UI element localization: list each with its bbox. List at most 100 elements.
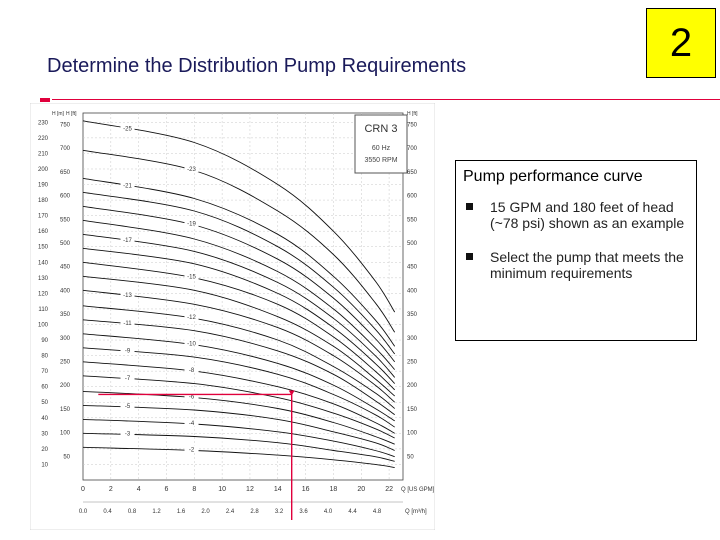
curve-stage-21 (82, 177, 396, 347)
curve-label: -19 (187, 221, 196, 227)
x-axis-tick: 18 (330, 486, 338, 493)
curve-stage-8 (82, 361, 395, 434)
curve-stage-11 (82, 319, 395, 416)
model-frequency: 60 Hz (372, 145, 391, 152)
curve-label-bg (120, 319, 135, 327)
curve-label: -5 (125, 404, 131, 410)
left-axis-m-tick: 110 (38, 307, 48, 313)
right-axis-ft-tick: 350 (407, 312, 418, 318)
x2-axis-tick: 3.6 (299, 509, 308, 515)
curve-stage-2 (82, 446, 395, 469)
left-axis-ft-tick: 700 (60, 146, 71, 152)
x-axis-tick: 0 (81, 486, 85, 493)
callout-box: Pump performance curve 15 GPM and 180 fe… (455, 160, 697, 341)
curve-label: -8 (189, 368, 195, 374)
curve-label: -4 (189, 421, 195, 427)
left-axis-m-tick: 20 (41, 447, 48, 453)
curve-label: -12 (187, 315, 196, 321)
x-axis-tick: 2 (109, 486, 113, 493)
curve-label-bg (120, 124, 135, 132)
x-axis-tick: 4 (137, 486, 141, 493)
left-axis-m-tick: 100 (38, 322, 49, 328)
curve-label: -11 (123, 321, 132, 327)
x-axis-tick: 10 (218, 486, 226, 493)
x2-axis-tick: 1.2 (152, 509, 161, 515)
left-axis-ft-tick: 650 (60, 170, 71, 176)
right-axis-ft-tick: 750 (407, 123, 418, 129)
left-axis-ft-tick: 200 (60, 383, 71, 389)
x2-axis-title: Q [m³/h] (405, 509, 427, 515)
left-axis-ft-tick: 400 (60, 288, 71, 294)
x-axis-tick: 16 (302, 486, 310, 493)
left-axis-ft-tick: 250 (60, 360, 71, 366)
x2-axis-tick: 4.4 (348, 509, 357, 515)
curve-label: -25 (123, 126, 132, 132)
operating-point-arrow (288, 390, 295, 396)
square-bullet-icon (466, 203, 473, 210)
x-axis-tick: 8 (192, 486, 196, 493)
x2-axis-tick: 2.0 (201, 509, 210, 515)
model-speed: 3550 RPM (364, 157, 397, 164)
accent-bar (40, 98, 50, 102)
curve-label-bg (120, 236, 135, 244)
x-axis-tick: 14 (274, 486, 282, 493)
curve-label-bg (184, 219, 199, 227)
curve-label-bg (120, 181, 135, 189)
curve-label-bg (184, 312, 199, 320)
slide-number-badge: 2 (646, 8, 716, 78)
curve-stage-9 (82, 347, 395, 428)
left-axis-m-tick: 140 (38, 260, 49, 266)
left-axis-m-tick: 230 (38, 120, 49, 126)
left-axis-m-tick: 190 (38, 183, 49, 189)
right-axis-ft-tick: 300 (407, 336, 418, 342)
curve-stage-7 (82, 375, 395, 439)
curve-stage-14 (82, 275, 395, 397)
left-axis-ft-title: H [ft] (66, 111, 77, 117)
curve-stage-25 (82, 120, 396, 313)
curve-label: -15 (187, 274, 196, 280)
left-axis-m-tick: 220 (38, 136, 49, 142)
left-axis-m-tick: 120 (38, 291, 49, 297)
slide-number: 2 (669, 20, 693, 65)
chart-curves (82, 120, 396, 469)
curve-stage-15 (82, 261, 396, 391)
model-name: CRN 3 (364, 123, 397, 135)
slide-title: Determine the Distribution Pump Requirem… (47, 55, 467, 77)
curve-label-bg (184, 445, 199, 453)
curve-label-bg (120, 290, 135, 298)
curve-label-bg (184, 392, 199, 400)
right-axis-ft-tick: 500 (407, 241, 418, 247)
left-axis-m-tick: 60 (41, 385, 48, 391)
curve-label: -23 (187, 167, 196, 173)
curve-label-bg (184, 339, 199, 347)
curve-label-bg (120, 429, 135, 437)
left-axis-ft-tick: 550 (60, 217, 71, 223)
curve-stage-12 (82, 305, 395, 409)
pump-performance-chart: H [m]23022021020019018017016015014013012… (30, 103, 435, 530)
square-bullet-icon (466, 253, 473, 260)
curve-stage-18 (82, 219, 396, 370)
left-axis-m-tick: 210 (38, 151, 49, 157)
curve-label: -13 (123, 293, 132, 299)
curve-label: -6 (189, 394, 195, 400)
right-axis-ft-title: H [ft] (407, 111, 418, 117)
left-axis-m-tick: 170 (38, 214, 49, 220)
right-axis-ft-tick: 100 (407, 431, 418, 437)
chart-labels: -25 -23 -21 -19 -17 -15 -13 -12 -11 -10 -9 -8 -7 -6 -5… (120, 124, 199, 453)
curve-stage-23 (82, 149, 396, 333)
curve-label-bg (120, 402, 135, 410)
right-axis-ft-tick: 150 (407, 407, 418, 413)
curve-stage-3 (82, 432, 395, 462)
callout-bullet-text: 15 GPM and 180 feet of head (~78 psi) sh… (490, 199, 685, 231)
left-axis-m-tick: 30 (41, 431, 48, 437)
curve-stage-16 (82, 247, 396, 384)
curve-label: -3 (125, 432, 131, 438)
callout-bullet-text: Select the pump that meets the minimum r… (490, 249, 684, 281)
curve-label-bg (184, 165, 199, 173)
right-axis-ft-tick: 700 (407, 146, 418, 152)
left-axis-m-tick: 90 (41, 338, 48, 344)
curve-label-bg (184, 365, 199, 373)
right-axis-ft-tick: 650 (407, 170, 418, 176)
x-axis-tick: 20 (357, 486, 365, 493)
callout-heading: Pump performance curve (463, 168, 643, 185)
